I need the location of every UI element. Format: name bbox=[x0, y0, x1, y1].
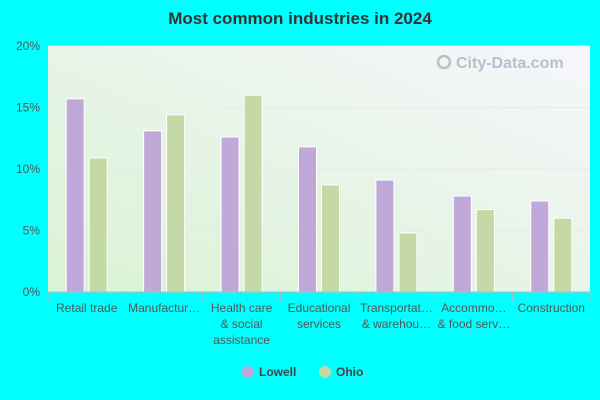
bar-lowell[interactable] bbox=[452, 195, 472, 293]
x-category-label: Health care bbox=[211, 301, 273, 315]
bar-ohio[interactable] bbox=[243, 94, 263, 293]
y-tick-label: 0% bbox=[23, 285, 41, 299]
legend-swatch-ohio bbox=[319, 366, 331, 378]
bar-lowell[interactable] bbox=[143, 130, 163, 293]
bar-lowell[interactable] bbox=[220, 136, 240, 293]
legend-swatch-lowell bbox=[242, 366, 254, 378]
y-tick-label: 15% bbox=[16, 101, 40, 115]
bar-ohio[interactable] bbox=[398, 232, 418, 293]
bar-ohio[interactable] bbox=[321, 184, 340, 293]
watermark-text: City-Data.com bbox=[456, 55, 564, 72]
x-category-label: Construction bbox=[518, 301, 585, 315]
axis-layer: 0% 5% 10% 15% 20% bbox=[16, 39, 591, 302]
y-tick-label: 20% bbox=[16, 39, 40, 53]
bars-layer bbox=[65, 94, 573, 293]
bar-ohio[interactable] bbox=[166, 114, 186, 293]
x-category-label: assistance bbox=[213, 333, 270, 347]
legend-label-ohio: Ohio bbox=[336, 365, 363, 379]
chart-title: Most common industries in 2024 bbox=[168, 9, 432, 28]
bar-ohio[interactable] bbox=[88, 157, 108, 293]
x-category-label: Transportat… bbox=[360, 301, 433, 315]
legend-label-lowell: Lowell bbox=[259, 365, 296, 379]
x-category-label: services bbox=[297, 317, 341, 331]
bar-lowell[interactable] bbox=[298, 146, 317, 293]
bar-lowell[interactable] bbox=[530, 200, 550, 293]
bar-lowell[interactable] bbox=[375, 179, 395, 293]
watermark: City-Data.com bbox=[436, 54, 564, 72]
y-tick-label: 10% bbox=[16, 162, 40, 176]
legend: Lowell Ohio bbox=[242, 365, 363, 379]
bar-ohio[interactable] bbox=[475, 209, 495, 293]
labels-layer: Retail trade Manufactur… Health care & soci… bbox=[56, 301, 585, 347]
x-category-label: & social bbox=[221, 317, 263, 331]
bar-ohio[interactable] bbox=[553, 217, 573, 293]
magnifier-icon bbox=[436, 54, 452, 70]
x-category-label: Educational bbox=[288, 301, 351, 315]
x-category-label: Retail trade bbox=[56, 301, 118, 315]
x-category-label: Accommo… bbox=[441, 301, 506, 315]
bar-lowell[interactable] bbox=[65, 98, 85, 293]
y-tick-label: 5% bbox=[23, 224, 41, 238]
grid-layer bbox=[48, 45, 590, 231]
x-category-label: & warehou… bbox=[362, 317, 431, 331]
x-category-label: Manufactur… bbox=[128, 301, 200, 315]
x-category-label: & food serv… bbox=[438, 317, 511, 331]
